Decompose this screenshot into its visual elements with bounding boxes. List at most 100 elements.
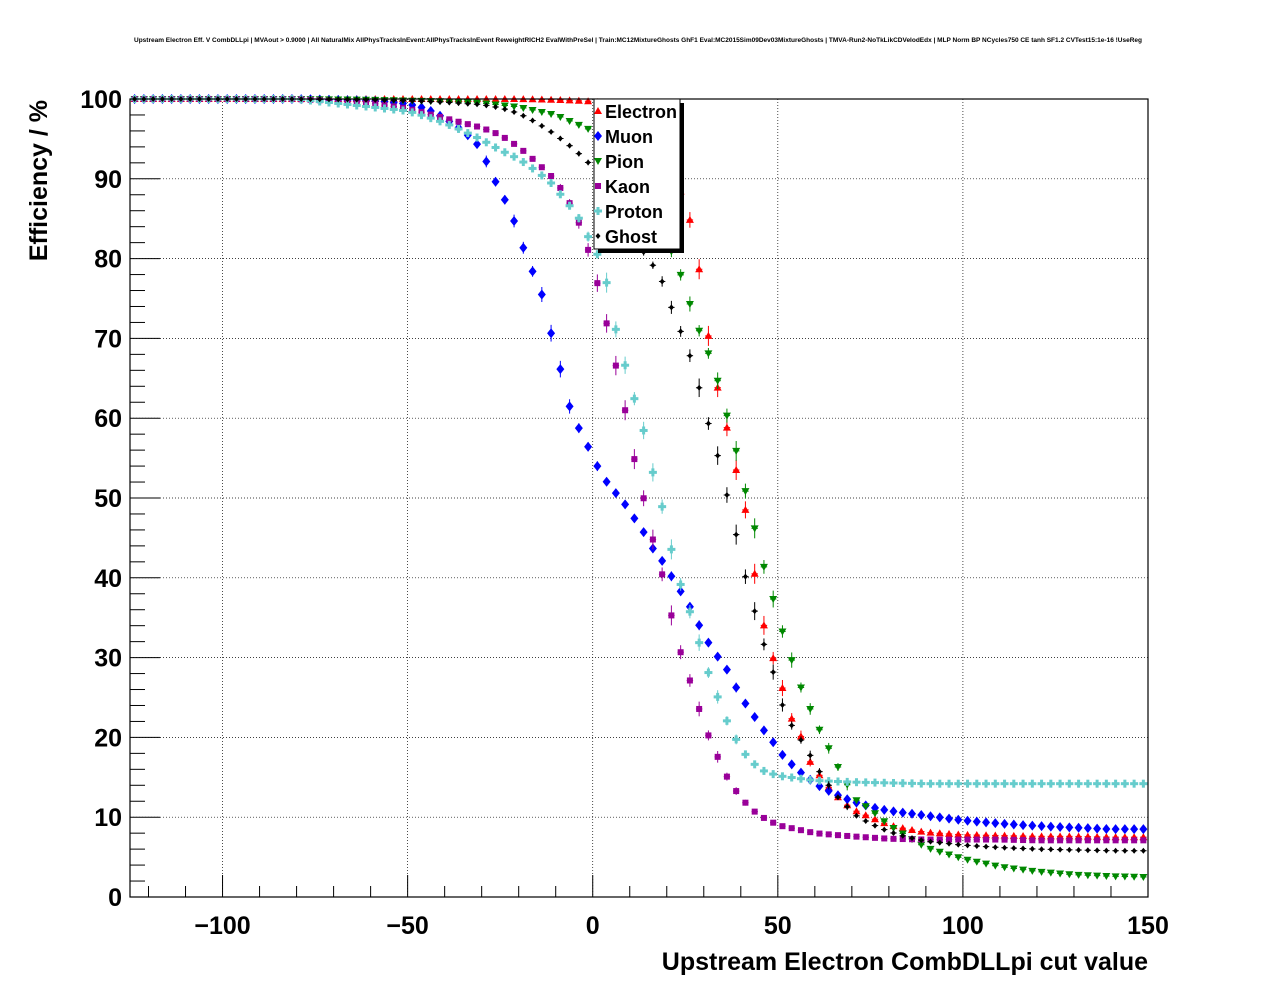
data-point [593,461,602,472]
data-point [493,103,499,110]
data-point [788,825,795,832]
data-point [759,725,768,736]
data-point [642,426,646,435]
data-point [1019,866,1028,874]
data-point [945,829,954,837]
data-point [586,232,590,241]
data-point [494,143,498,152]
legend-label: Ghost [605,227,657,247]
data-point [585,246,592,253]
data-point [966,779,970,788]
data-point [882,778,886,787]
data-point [696,384,702,391]
data-point [548,173,555,180]
data-point [651,468,655,477]
data-point [574,423,583,434]
data-point [919,779,923,788]
data-point [935,848,944,856]
data-point [761,641,767,648]
data-point [871,834,878,841]
data-point [991,862,1000,870]
data-point [722,664,731,675]
data-point [843,794,852,805]
data-point [769,654,778,662]
data-point [659,571,666,578]
data-point [743,750,747,759]
data-point [881,835,888,842]
data-point [917,810,926,821]
data-point [834,832,841,839]
data-point [1067,779,1071,788]
y-tick-label: 30 [94,645,122,673]
data-point [447,120,451,129]
data-point [704,637,713,648]
data-point [954,830,963,838]
data-point [716,692,720,701]
data-point [778,749,787,760]
data-point [502,106,508,113]
x-tick-label: −100 [194,912,250,940]
data-point [594,280,601,287]
data-point [602,476,611,487]
data-point [1074,871,1083,879]
legend-label: Proton [605,202,663,222]
y-tick-label: 80 [94,246,122,274]
data-point [466,129,470,138]
data-point [537,289,546,300]
data-point [787,657,796,665]
data-point [1066,837,1073,844]
data-point [549,178,553,187]
data-point [964,836,971,843]
data-point [1093,872,1102,880]
data-point [983,836,990,843]
data-point [827,777,831,786]
y-tick-label: 70 [94,325,122,353]
data-point [687,352,693,359]
data-point [392,105,396,114]
data-point [345,100,349,109]
data-point [355,101,359,110]
data-point [881,826,887,833]
data-point [853,812,859,819]
data-point [926,811,935,822]
data-point [1141,779,1145,788]
data-point [676,586,685,597]
data-point [372,96,378,103]
data-point [984,779,988,788]
data-point [835,794,841,801]
data-point [438,117,442,126]
data-point [668,304,674,311]
data-point [806,757,815,765]
data-point [695,327,704,335]
data-point [891,829,896,836]
data-point [954,814,963,825]
data-point [722,423,731,431]
data-point [595,250,599,259]
data-point [704,350,713,358]
data-point [547,110,556,118]
legend-label: Muon [605,127,653,147]
data-point [649,536,656,543]
data-point [889,806,898,817]
data-point [584,97,593,105]
data-point [779,701,785,708]
data-point [686,677,693,684]
data-point [364,102,368,111]
data-point [799,774,803,783]
data-point [910,779,914,788]
data-point [556,364,565,375]
data-point [826,782,832,789]
data-point [565,117,574,125]
data-point [520,147,527,154]
data-point [574,121,583,129]
data-point [584,441,593,452]
data-point [567,142,573,149]
data-point [557,184,564,191]
legend: Electron Muon Pion Kaon Proton Ghost [593,98,684,253]
data-point [605,278,609,287]
data-point [863,817,869,824]
data-point [639,527,648,538]
data-point [898,807,907,818]
data-point [630,513,639,524]
x-tick-label: 50 [764,912,792,940]
